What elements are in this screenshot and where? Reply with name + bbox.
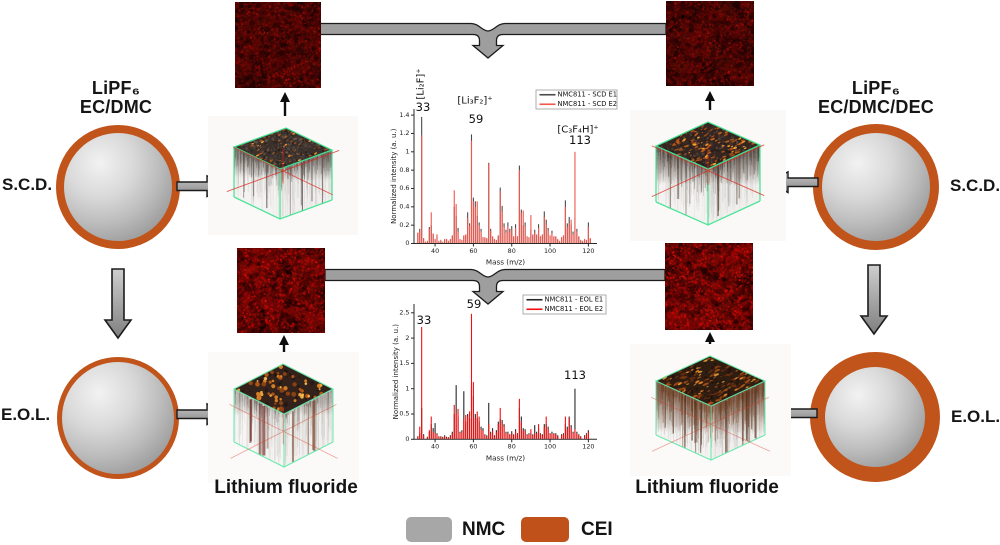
electrolyte-title-left: LiPF₆ EC/DMC <box>36 79 196 117</box>
lif-map-scd-left <box>235 2 321 88</box>
lif-map-eol-left <box>237 248 325 333</box>
lif-3d-render-eol-left <box>208 352 359 483</box>
connector-scd-maps-to-spectrum <box>319 22 667 59</box>
stage-label-scd-left: S.C.D. <box>2 175 53 194</box>
aging-arrow-left <box>103 268 133 340</box>
caption-lithium-fluoride-right: Lithium fluoride <box>635 477 779 498</box>
legend-label-cei: CEI <box>581 519 613 540</box>
legend-label-nmc: NMC <box>462 519 506 540</box>
aging-arrow-right <box>859 264 889 336</box>
electrolyte-title-right-line2: EC/DMC/DEC <box>817 97 934 117</box>
electrolyte-title-left-line1: LiPF₆ <box>91 78 141 98</box>
legend-swatch-nmc <box>406 517 452 542</box>
nmc-particle-scd-right <box>813 124 939 250</box>
stage-label-scd-right: S.C.D. <box>950 176 1000 195</box>
nmc-particle-eol-right <box>810 352 940 482</box>
nmc-particle-scd-left <box>56 125 180 249</box>
electrolyte-title-right-line1: LiPF₆ <box>851 78 901 98</box>
mass-spectrum-scd <box>384 60 690 270</box>
electrolyte-title-left-line2: EC/DMC <box>79 97 153 117</box>
mass-spectrum-eol <box>384 285 690 480</box>
legend-swatch-cei <box>521 517 569 542</box>
stage-label-eol-right: E.O.L. <box>951 407 1000 426</box>
caption-lithium-fluoride-left: Lithium fluoride <box>214 477 358 498</box>
lif-3d-render-scd-left <box>208 116 358 235</box>
nmc-particle-eol-left <box>57 357 179 479</box>
stage-label-eol-left: E.O.L. <box>1 405 51 424</box>
electrolyte-title-right: LiPF₆ EC/DMC/DEC <box>796 79 956 117</box>
